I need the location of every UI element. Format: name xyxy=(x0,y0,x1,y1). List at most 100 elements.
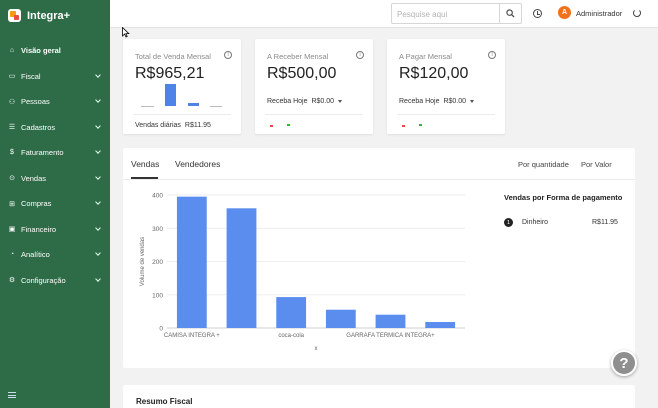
sidebar: Integra+ ⌂ Visão geral ▭ Fiscal ⚇ Pessoas ☰ Cad… xyxy=(0,0,110,408)
chevron-down-icon xyxy=(95,275,101,282)
sidebar-item-fiscal[interactable]: ▭ Fiscal xyxy=(0,64,110,90)
refresh-icon[interactable] xyxy=(633,9,641,17)
bar xyxy=(425,322,456,328)
card-sub-amount: R$11.95 xyxy=(184,122,211,129)
home-icon: ⌂ xyxy=(9,47,15,55)
sidebar-item-configuracao[interactable]: ⚙ Configuração xyxy=(0,268,110,294)
sidebar-item-financeiro[interactable]: ▣ Financeiro xyxy=(0,217,110,243)
y-tick-label: 400 xyxy=(152,193,163,200)
sort-by-quantity[interactable]: Por quantidade xyxy=(518,160,569,169)
card-sub-label: Receba Hoje xyxy=(267,98,308,105)
x-tick-label: coca-cola xyxy=(278,333,304,339)
sparkline-marker xyxy=(287,124,290,126)
search-input[interactable] xyxy=(392,5,500,24)
sidebar-item-label: Visão geral xyxy=(21,46,61,56)
app-logo xyxy=(8,9,21,22)
sales-bar-chart: 0 100 200 300 400 CAMISA INTEGRA + coca-cola GA… xyxy=(140,193,465,352)
payment-method-amount: R$11.95 xyxy=(592,219,618,226)
tab-vendedores[interactable]: Vendedores xyxy=(175,159,221,169)
chevron-down-icon xyxy=(95,71,101,78)
folder-icon: ▭ xyxy=(8,73,16,81)
divider xyxy=(133,114,231,115)
info-icon[interactable]: i xyxy=(488,51,496,59)
chevron-down-icon xyxy=(95,199,101,205)
sidebar-item-label: Vendas xyxy=(21,173,47,183)
y-axis-label: Volume de vendas xyxy=(140,237,146,286)
collapse-menu-icon[interactable] xyxy=(8,392,16,398)
card-title: A Receber Mensal xyxy=(267,52,329,61)
card-sub-amount: R$0.00 xyxy=(443,98,467,105)
sidebar-nav: ⌂ Visão geral ▭ Fiscal ⚇ Pessoas ☰ Cadastros $ Fa… xyxy=(0,38,110,293)
bar xyxy=(226,208,257,328)
card-sub-label: Vendas diárias xyxy=(135,122,181,129)
sidebar-item-label: Pessoas xyxy=(21,97,50,107)
caret-down-icon xyxy=(338,99,343,103)
sidebar-item-analitico[interactable]: ◔ Analítico xyxy=(0,242,110,268)
card-a-receber: A Receber Mensal i R$500,00 Receba Hoje R… xyxy=(255,39,373,134)
card-value: R$965,21 xyxy=(135,65,205,82)
tab-vendas[interactable]: Vendas xyxy=(131,159,160,169)
payment-rank-badge: 1 xyxy=(504,218,513,227)
chevron-down-icon xyxy=(95,148,101,154)
card-icon: ▣ xyxy=(8,226,16,234)
topbar: A Administrador xyxy=(110,0,658,28)
payment-method-name: Dinheiro xyxy=(522,219,549,226)
bar xyxy=(276,297,307,328)
gear-icon: ⚙ xyxy=(8,277,16,285)
divider xyxy=(123,179,635,180)
sidebar-item-cadastros[interactable]: ☰ Cadastros xyxy=(0,115,110,141)
sparkline-baseline xyxy=(210,106,222,107)
fiscal-summary-panel: Resumo Fiscal xyxy=(123,385,635,408)
chevron-down-icon xyxy=(95,173,101,180)
card-sub-label: Receba Hoje xyxy=(399,98,440,105)
divider xyxy=(265,114,363,115)
sidebar-item-label: Faturamento xyxy=(21,148,64,158)
search-button[interactable] xyxy=(499,4,521,23)
sidebar-item-label: Financeiro xyxy=(21,224,57,234)
chevron-down-icon xyxy=(95,97,101,103)
sidebar-item-visao-geral[interactable]: ⌂ Visão geral xyxy=(0,38,110,64)
sidebar-item-label: Fiscal xyxy=(21,71,41,81)
avatar[interactable]: A xyxy=(558,6,571,19)
x-tick-label: CAMISA INTEGRA + xyxy=(164,333,220,339)
y-tick-label: 300 xyxy=(152,226,163,233)
cart-icon: ⊙ xyxy=(9,175,15,183)
user-name[interactable]: Administrador xyxy=(576,9,623,18)
list-icon: ☰ xyxy=(8,124,16,132)
sidebar-item-faturamento[interactable]: $ Faturamento xyxy=(0,140,110,166)
y-tick-label: 0 xyxy=(159,326,163,333)
info-icon[interactable]: i xyxy=(356,51,364,59)
sidebar-item-label: Compras xyxy=(21,199,52,209)
sidebar-item-compras[interactable]: ⊞ Compras xyxy=(0,191,110,217)
bar xyxy=(325,309,356,328)
card-sub-amount: R$0.00 xyxy=(311,98,335,105)
search-box xyxy=(391,3,522,24)
y-tick-label: 100 xyxy=(152,292,163,299)
x-axis-label: x xyxy=(315,346,318,352)
sidebar-item-label: Analítico xyxy=(21,250,50,260)
sparkline-marker xyxy=(419,124,422,126)
users-icon: ⚇ xyxy=(8,98,16,106)
clock-icon[interactable] xyxy=(533,9,542,18)
help-button[interactable]: ? xyxy=(611,350,637,376)
chevron-down-icon xyxy=(95,250,101,256)
brand[interactable]: Integra+ xyxy=(8,9,70,22)
sparkline-bar xyxy=(165,84,176,106)
truck-icon: ⊞ xyxy=(9,200,15,208)
card-value: R$120,00 xyxy=(399,65,469,82)
sidebar-item-pessoas[interactable]: ⚇ Pessoas xyxy=(0,89,110,115)
search-icon xyxy=(506,9,515,18)
period-select[interactable]: Receba Hoje R$0.00 xyxy=(399,98,475,105)
card-a-pagar: A Pagar Mensal i R$120,00 Receba Hoje R$0… xyxy=(387,39,505,134)
period-select[interactable]: Receba Hoje R$0.00 xyxy=(267,98,343,105)
sparkline-bar xyxy=(188,103,199,106)
sidebar-item-label: Cadastros xyxy=(21,122,56,132)
info-icon[interactable]: i xyxy=(224,51,232,59)
active-tab-indicator xyxy=(131,177,158,179)
card-sub: Vendas diárias R$11.95 xyxy=(135,122,211,129)
sidebar-item-vendas[interactable]: ⊙ Vendas xyxy=(0,166,110,192)
sidebar-item-label: Configuração xyxy=(21,275,66,285)
card-value: R$500,00 xyxy=(267,65,337,82)
sparkline-marker xyxy=(270,125,273,127)
sort-by-value[interactable]: Por Valor xyxy=(581,160,612,169)
